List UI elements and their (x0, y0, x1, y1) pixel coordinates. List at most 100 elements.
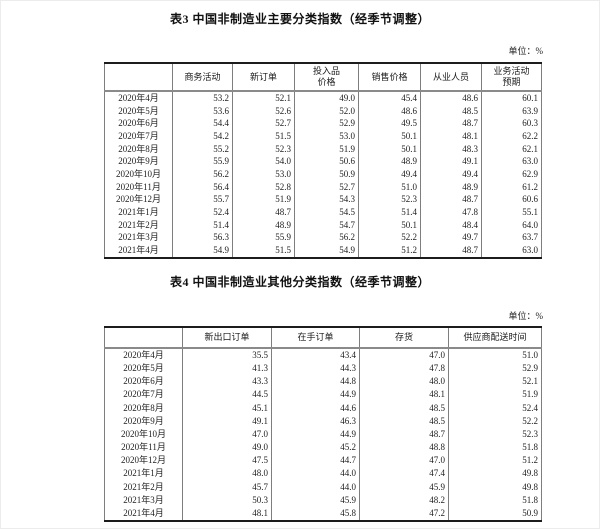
value-cell: 53.6 (172, 104, 233, 118)
value-cell: 48.9 (420, 180, 482, 194)
value-cell: 48.5 (420, 104, 482, 118)
table-row: 2021年4月 48.1 45.8 47.2 50.9 (104, 506, 542, 522)
month-cell: 2021年3月 (104, 231, 173, 244)
month-cell: 2020年5月 (104, 362, 183, 376)
value-cell: 48.0 (182, 467, 272, 481)
value-cell: 43.4 (271, 348, 360, 363)
value-cell: 51.0 (448, 348, 542, 363)
value-cell: 51.9 (232, 193, 295, 206)
value-cell: 55.2 (172, 142, 233, 156)
value-cell: 44.8 (271, 375, 360, 389)
value-cell: 47.8 (420, 205, 482, 219)
value-cell: 54.5 (294, 205, 359, 219)
value-cell: 50.3 (182, 493, 272, 507)
value-cell: 63.7 (481, 231, 542, 244)
value-cell: 48.7 (420, 243, 482, 258)
value-cell: 51.9 (294, 142, 359, 156)
value-cell: 48.9 (232, 218, 295, 232)
table-row: 2020年5月 53.6 52.6 52.0 48.6 48.5 63.9 (104, 104, 542, 118)
value-cell: 56.2 (294, 231, 359, 244)
value-cell: 52.2 (448, 414, 542, 428)
table3-body: 2020年4月 53.2 52.1 49.0 45.4 48.6 60.1 2020年5月 53… (104, 91, 542, 258)
value-cell: 52.9 (294, 117, 359, 130)
value-cell: 45.2 (271, 441, 360, 455)
table-row: 2020年9月 49.1 46.3 48.5 52.2 (104, 414, 542, 428)
value-cell: 50.9 (448, 506, 542, 522)
value-cell: 48.7 (232, 205, 295, 219)
value-cell: 51.2 (448, 454, 542, 468)
value-cell: 54.9 (294, 243, 359, 258)
month-cell: 2020年11月 (104, 180, 173, 194)
value-cell: 48.5 (359, 414, 449, 428)
column-header-cell: 供应商配送时间 (448, 327, 542, 349)
value-cell: 46.3 (271, 414, 360, 428)
value-cell: 51.5 (232, 243, 295, 258)
value-cell: 54.7 (294, 218, 359, 232)
value-cell: 48.3 (420, 142, 482, 156)
header-row: 新出口订单 在手订单 存货 供应商配送时间 (104, 327, 542, 349)
value-cell: 52.1 (448, 375, 542, 389)
value-cell: 43.3 (182, 375, 272, 389)
table-row: 2020年12月 47.5 44.7 47.0 51.2 (104, 454, 542, 468)
value-cell: 48.1 (359, 388, 449, 402)
value-cell: 45.8 (271, 506, 360, 522)
value-cell: 50.6 (294, 155, 359, 168)
table-row: 2021年3月 50.3 45.9 48.2 51.8 (104, 493, 542, 507)
value-cell: 55.9 (232, 231, 295, 244)
value-cell: 51.2 (358, 243, 421, 258)
value-cell: 45.4 (358, 91, 421, 105)
table-row: 2020年8月 45.1 44.6 48.5 52.4 (104, 401, 542, 415)
table-row: 2020年12月 55.7 51.9 54.3 52.3 48.7 60.6 (104, 193, 542, 206)
value-cell: 47.2 (359, 506, 449, 522)
value-cell: 55.1 (481, 205, 542, 219)
value-cell: 49.7 (420, 231, 482, 244)
value-cell: 47.8 (359, 362, 449, 376)
value-cell: 52.7 (294, 180, 359, 194)
value-cell: 54.9 (172, 243, 233, 258)
column-header-cell: 新出口订单 (182, 327, 272, 349)
value-cell: 62.1 (481, 142, 542, 156)
table-row: 2020年7月 54.2 51.5 53.0 50.1 48.1 62.2 (104, 129, 542, 143)
value-cell: 44.0 (271, 467, 360, 481)
value-cell: 48.4 (420, 218, 482, 232)
value-cell: 48.9 (358, 155, 421, 168)
value-cell: 49.4 (358, 167, 421, 181)
value-cell: 52.6 (232, 104, 295, 118)
table-row: 2021年2月 51.4 48.9 54.7 50.1 48.4 64.0 (104, 218, 542, 232)
column-header-cell: 存货 (359, 327, 449, 349)
table-row: 2020年6月 54.4 52.7 52.9 49.5 48.7 60.3 (104, 117, 542, 130)
value-cell: 48.2 (359, 493, 449, 507)
value-cell: 49.1 (420, 155, 482, 168)
table3-title: 表3 中国非制造业主要分类指数（经季节调整） (169, 12, 430, 26)
value-cell: 47.5 (182, 454, 272, 468)
table4-body: 2020年4月 35.5 43.4 47.0 51.0 2020年5月 41.3 44.3 47… (104, 348, 542, 522)
month-cell: 2020年7月 (104, 388, 183, 402)
month-cell: 2020年10月 (104, 427, 183, 442)
table3-header: 商务活动 新订单 投入品 价格 销售价格 从业人员 业务活动 预期 (104, 63, 542, 92)
table-row: 2021年3月 56.3 55.9 56.2 52.2 49.7 63.7 (104, 231, 542, 244)
value-cell: 52.8 (232, 180, 295, 194)
column-header-cell: 商务活动 (172, 63, 233, 92)
value-cell: 49.8 (448, 480, 542, 494)
value-cell: 47.0 (359, 454, 449, 468)
value-cell: 49.1 (182, 414, 272, 428)
table-row: 2021年1月 52.4 48.7 54.5 51.4 47.8 55.1 (104, 205, 542, 219)
month-cell: 2021年1月 (104, 205, 173, 219)
month-cell: 2020年8月 (104, 401, 183, 415)
month-cell: 2020年6月 (104, 375, 183, 389)
month-cell: 2020年9月 (104, 155, 173, 168)
corner-header-cell (104, 63, 173, 92)
value-cell: 56.4 (172, 180, 233, 194)
value-cell: 44.0 (271, 480, 360, 494)
value-cell: 48.7 (420, 117, 482, 130)
value-cell: 52.3 (448, 427, 542, 442)
value-cell: 44.9 (271, 427, 360, 442)
value-cell: 48.7 (420, 193, 482, 206)
value-cell: 55.7 (172, 193, 233, 206)
value-cell: 62.9 (481, 167, 542, 181)
value-cell: 49.5 (358, 117, 421, 130)
value-cell: 48.1 (420, 129, 482, 143)
month-cell: 2020年7月 (104, 129, 173, 143)
month-cell: 2020年12月 (104, 193, 173, 206)
month-cell: 2020年4月 (104, 91, 173, 105)
